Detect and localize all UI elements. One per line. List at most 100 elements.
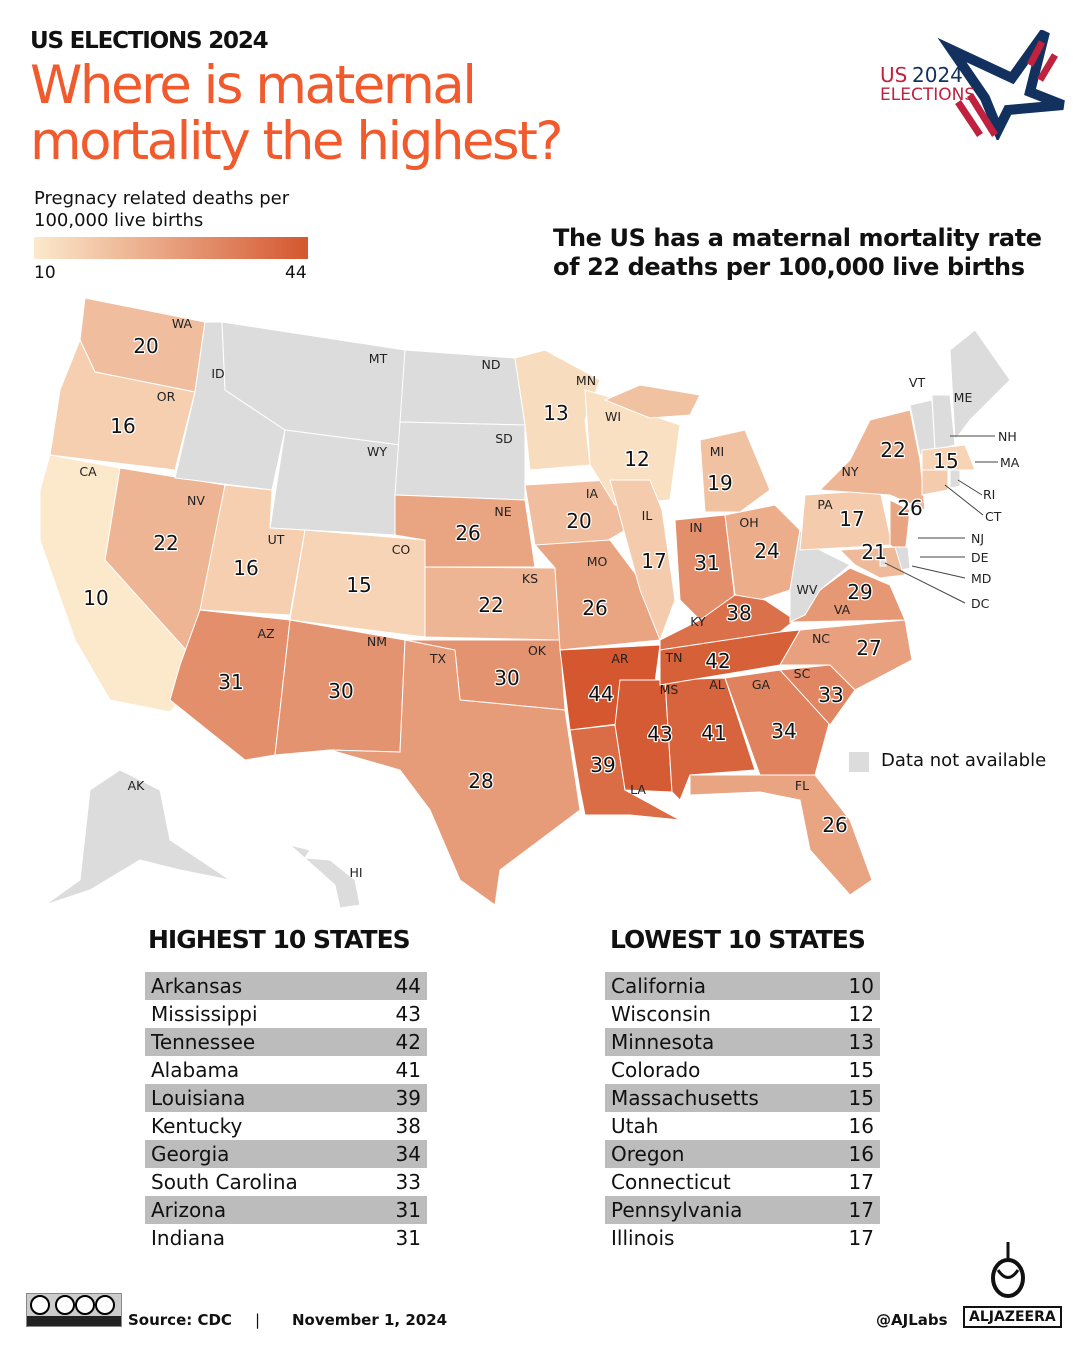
state-name: Illinois — [611, 1226, 675, 1250]
aljazeera-wordmark: ALJAZEERA — [963, 1306, 1062, 1328]
table-row: South Carolina 33 — [145, 1168, 427, 1196]
not-available-swatch — [849, 752, 869, 772]
creative-commons-badge — [26, 1293, 122, 1327]
state-label-mi: MI — [710, 444, 724, 459]
state-name: Massachusetts — [611, 1086, 759, 1110]
leader-line-md — [911, 565, 966, 579]
state-value-ks: 22 — [478, 593, 503, 617]
state-value-nm: 30 — [328, 679, 353, 703]
state-value: 10 — [848, 974, 874, 998]
state-value-ne: 26 — [455, 521, 480, 545]
table-row: Massachusetts 15 — [605, 1084, 880, 1112]
state-label-ar: AR — [611, 651, 629, 666]
table-row: Minnesota 13 — [605, 1028, 880, 1056]
state-label-ia: IA — [586, 486, 599, 501]
state-label-il: IL — [642, 508, 653, 523]
state-hi — [289, 844, 361, 909]
state-value-tn: 42 — [705, 649, 730, 673]
source: Source: CDC — [128, 1311, 232, 1329]
state-name: Colorado — [611, 1058, 701, 1082]
state-label-id: ID — [211, 366, 224, 381]
state-value: 43 — [395, 1002, 421, 1026]
state-or — [49, 338, 196, 471]
legend-gradient-bar — [34, 237, 308, 259]
state-fl — [689, 774, 873, 896]
state-ma — [921, 444, 976, 471]
state-mn — [514, 349, 601, 471]
state-label-ut: UT — [268, 532, 285, 547]
state-name: Wisconsin — [611, 1002, 711, 1026]
state-name: Louisiana — [151, 1086, 246, 1110]
table-row: Arkansas 44 — [145, 972, 427, 1000]
state-value-oh: 24 — [754, 539, 779, 563]
table-row: Mississippi 43 — [145, 1000, 427, 1028]
state-value-mn: 13 — [543, 401, 568, 425]
state-name: Connecticut — [611, 1170, 731, 1194]
state-value-ca: 10 — [83, 586, 108, 610]
state-label-nv: NV — [187, 493, 205, 508]
state-value: 38 — [395, 1114, 421, 1138]
state-label-ny: NY — [842, 464, 859, 479]
state-label-in: IN — [689, 520, 702, 535]
state-label-ga: GA — [752, 677, 771, 692]
state-value: 34 — [395, 1142, 421, 1166]
state-label-de: DE — [971, 550, 989, 565]
state-name: Arizona — [151, 1198, 227, 1222]
state-value: 16 — [848, 1114, 874, 1138]
state-nc — [779, 619, 913, 691]
logo-year: 2024 — [912, 63, 963, 87]
state-value-va: 29 — [847, 580, 872, 604]
state-label-co: CO — [392, 542, 411, 557]
table-row: Louisiana 39 — [145, 1084, 427, 1112]
state-value: 15 — [848, 1086, 874, 1110]
state-label-sd: SD — [495, 431, 513, 446]
state-name: Utah — [611, 1114, 659, 1138]
state-label-wy: WY — [367, 444, 387, 459]
state-value: 12 — [848, 1002, 874, 1026]
table-row: Georgia 34 — [145, 1140, 427, 1168]
state-value-ky: 38 — [726, 601, 751, 625]
state-value: 41 — [395, 1058, 421, 1082]
table-row: Alabama 41 — [145, 1056, 427, 1084]
table-row: Kentucky 38 — [145, 1112, 427, 1140]
legend-title: Pregnacy related deaths per 100,000 live… — [34, 188, 290, 231]
table-row: Indiana 31 — [145, 1224, 427, 1252]
state-label-wv: WV — [797, 582, 818, 597]
state-value-co: 15 — [346, 573, 371, 597]
state-value-mi: 19 — [707, 471, 732, 495]
state-il — [609, 479, 676, 642]
state-label-az: AZ — [257, 626, 274, 641]
national-rate-note: The US has a maternal mortality rate of … — [553, 224, 1042, 281]
table-row: Illinois 17 — [605, 1224, 880, 1252]
state-value-ar: 44 — [588, 682, 613, 706]
state-name: Alabama — [151, 1058, 240, 1082]
state-value-ia: 20 — [566, 509, 591, 533]
state-name: Georgia — [151, 1142, 230, 1166]
logo-us: US — [880, 63, 907, 87]
highest-table: Arkansas 44 Mississippi 43 Tennessee 42 Alabam… — [145, 972, 427, 1252]
state-ri — [949, 469, 961, 489]
state-name: Minnesota — [611, 1030, 715, 1054]
not-available-label: Data not available — [881, 750, 1047, 771]
state-value-ga: 34 — [771, 719, 796, 743]
state-label-or: OR — [157, 389, 176, 404]
state-nh — [931, 394, 956, 451]
leader-line-ct — [944, 484, 984, 516]
state-label-ok: OK — [528, 643, 547, 658]
state-value-il: 17 — [641, 549, 666, 573]
state-ny — [818, 409, 926, 511]
state-label-tx: TX — [429, 651, 447, 666]
logo-elections: ELECTIONS — [880, 85, 975, 105]
table-row: Oregon 16 — [605, 1140, 880, 1168]
state-value: 39 — [395, 1086, 421, 1110]
state-value: 16 — [848, 1142, 874, 1166]
page-title: Where is maternal mortality the highest? — [30, 55, 564, 172]
table-row: Connecticut 17 — [605, 1168, 880, 1196]
state-label-ky: KY — [690, 614, 706, 629]
highest-table-title: HIGHEST 10 STATES — [148, 925, 411, 954]
state-label-pa: PA — [817, 497, 833, 512]
state-value-az: 31 — [218, 670, 243, 694]
aljazeera-calligraphy-logo — [991, 1242, 1025, 1298]
